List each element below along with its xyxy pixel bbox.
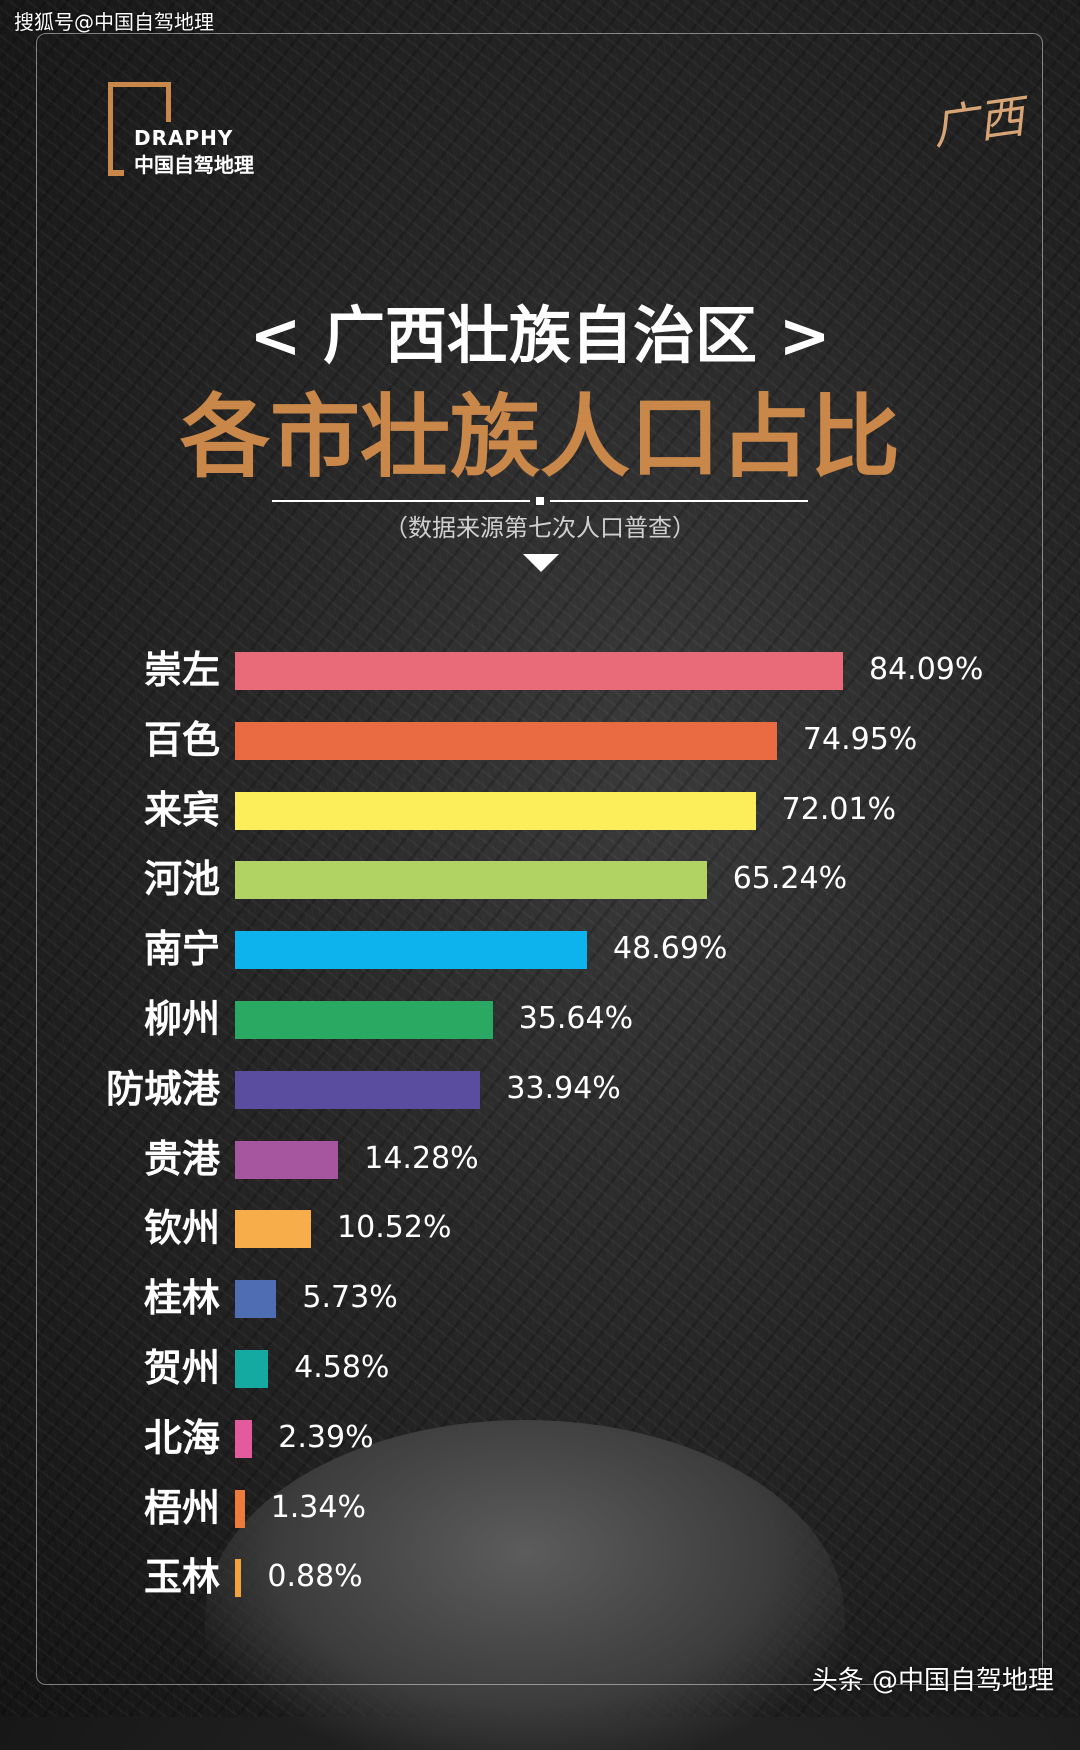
bar [235,1280,277,1319]
category-label: 桂林 [143,1276,220,1321]
category-label: 玉林 [143,1555,220,1600]
category-label: 北海 [143,1415,220,1460]
logo-bracket-icon [108,82,171,176]
bar [235,931,588,970]
bar-row: 百色 74.95% [0,718,1080,762]
value-label: 48.69% [613,931,728,967]
calligraphy-logo: 广西 [929,88,1028,156]
value-label: 35.64% [518,1001,634,1036]
bar-row: 崇左 84.09% [0,648,1080,692]
logo-text-en: DRAPHY [134,126,234,150]
data-source-note: （数据来源第七次人口普查） [384,514,696,542]
card-frame [36,33,1043,1685]
down-triangle-icon [523,554,559,572]
value-label: 10.52% [337,1210,452,1246]
category-label: 来宾 [143,787,220,832]
logo-text-cn: 中国自驾地理 [134,153,254,177]
value-label: 5.73% [302,1280,398,1316]
category-label: 贺州 [143,1346,220,1390]
bar-row: 来宾 72.01% [0,788,1080,832]
value-label: 72.01% [781,791,897,827]
divider-left [272,500,530,502]
divider-right [550,500,808,502]
value-label: 84.09% [869,652,984,687]
value-label: 0.88% [267,1559,363,1595]
bar-row: 北海 2.39% [0,1416,1080,1460]
category-label: 柳州 [143,997,220,1041]
divider-dot [536,497,544,505]
category-label: 防城港 [105,1066,220,1111]
bar [235,721,777,760]
bar [235,1210,312,1249]
value-label: 74.95% [802,721,918,757]
category-label: 百色 [143,717,220,762]
bar [235,1070,481,1109]
page-subtitle: 各市壮族人口占比 [180,385,900,490]
bar-row: 梧州 1.34% [0,1486,1080,1530]
category-label: 贵港 [143,1136,220,1181]
category-label: 梧州 [143,1485,220,1530]
bar [235,1419,253,1458]
bar [235,1001,493,1039]
watermark-top: 搜狐号@中国自驾地理 [14,10,214,34]
bar-row: 南宁 48.69% [0,927,1080,971]
bar [235,1489,245,1528]
watermark-bottom: 头条 @中国自驾地理 [811,1666,1054,1696]
bar-row: 柳州 35.64% [0,997,1080,1041]
bar [235,1559,242,1598]
value-label: 1.34% [270,1489,366,1525]
bar [235,791,756,830]
category-label: 南宁 [143,927,220,972]
bar-row: 防城港 33.94% [0,1067,1080,1111]
page-title: < 广西壮族自治区 > [249,299,831,372]
bar-row: 玉林 0.88% [0,1555,1080,1599]
category-label: 崇左 [143,648,220,692]
bar-row: 贺州 4.58% [0,1346,1080,1390]
bar [235,861,707,900]
bar-row: 钦州 10.52% [0,1206,1080,1250]
category-label: 河池 [143,857,220,902]
value-label: 33.94% [506,1070,621,1106]
bar-row: 桂林 5.73% [0,1276,1080,1320]
value-label: 2.39% [278,1419,374,1455]
bar [235,652,843,690]
bar [235,1140,339,1179]
value-label: 14.28% [364,1140,479,1176]
bar [235,1350,269,1388]
bar-row: 河池 65.24% [0,857,1080,901]
category-label: 钦州 [143,1206,220,1251]
value-label: 65.24% [732,861,848,897]
bar-row: 贵港 14.28% [0,1137,1080,1181]
value-label: 4.58% [294,1350,390,1385]
